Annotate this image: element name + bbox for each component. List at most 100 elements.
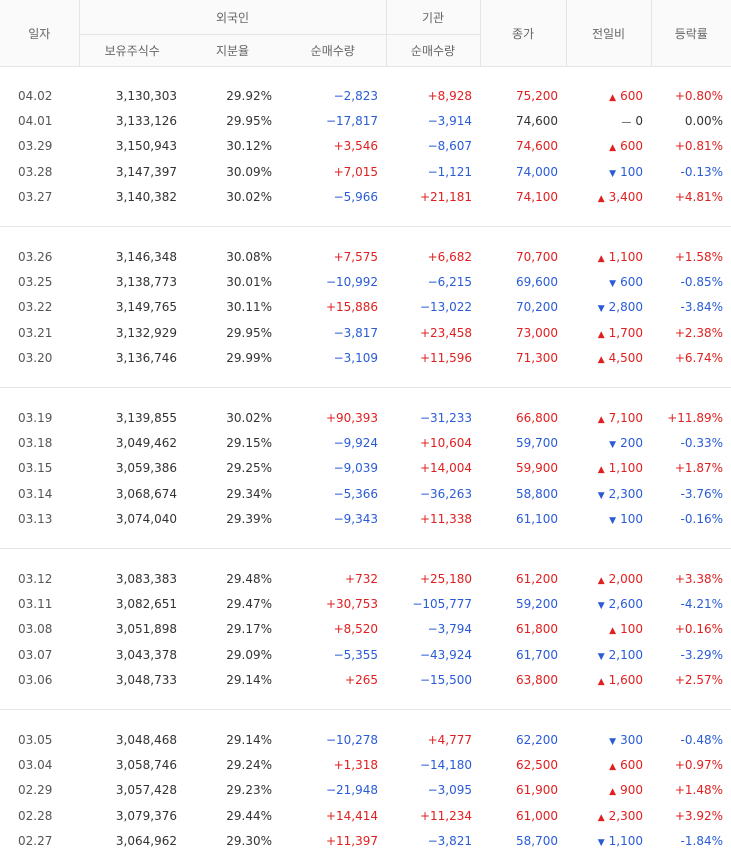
table-row: 03.04 3,058,746 29.24% +1,318 −14,180 62,500 ▲… <box>0 752 731 777</box>
up-arrow-icon: ▲ <box>609 787 617 798</box>
cell-rate: +0.16% <box>674 622 723 637</box>
cell-date: 02.27 <box>18 834 53 849</box>
cell-net-foreign: +15,886 <box>325 300 378 315</box>
table-body: 04.02 3,130,303 29.92% −2,823 +8,928 75,200 ▲ 6… <box>0 67 731 854</box>
cell-net-foreign: −5,966 <box>333 190 378 205</box>
cell-close: 63,800 <box>516 673 558 688</box>
cell-rate: +3.92% <box>674 808 723 823</box>
cell-holdings: 3,136,746 <box>115 351 177 366</box>
change-value: 1,600 <box>608 673 643 688</box>
cell-change: ▼ 2,800 <box>566 295 651 320</box>
group-divider <box>0 387 731 389</box>
cell-holdings: 3,147,397 <box>115 164 177 179</box>
cell-holdings: 3,043,378 <box>115 647 177 662</box>
cell-net-inst: −8,607 <box>427 139 472 154</box>
cell-rate: +0.97% <box>674 757 723 772</box>
cell-rate: +1.87% <box>674 461 723 476</box>
cell-holdings: 3,083,383 <box>115 571 177 586</box>
cell-change: ▼ 2,300 <box>566 481 651 506</box>
cell-net-foreign: +7,575 <box>333 249 378 264</box>
cell-date: 03.11 <box>18 596 53 611</box>
cell-net-inst: −15,500 <box>419 673 472 688</box>
cell-net-inst: +21,181 <box>419 190 472 205</box>
cell-close: 61,200 <box>516 571 558 586</box>
cell-holdings: 3,138,773 <box>115 275 177 290</box>
table-row: 02.29 3,057,428 29.23% −21,948 −3,095 61,900 ▲… <box>0 778 731 803</box>
cell-net-inst: +11,338 <box>419 512 472 527</box>
change-value: 600 <box>620 275 643 290</box>
cell-change: ▲ 4,500 <box>566 346 651 371</box>
cell-holdings: 3,082,651 <box>115 596 177 611</box>
cell-rate: 0.00% <box>684 114 723 129</box>
cell-net-inst: −3,095 <box>427 783 472 798</box>
cell-date: 02.29 <box>18 783 53 798</box>
cell-ratio: 29.99% <box>226 351 272 366</box>
cell-rate: +3.38% <box>674 571 723 586</box>
cell-change: ▲ 1,100 <box>566 244 651 269</box>
cell-close: 74,600 <box>516 139 558 154</box>
down-arrow-icon: ▼ <box>597 838 605 849</box>
cell-rate: +11.89% <box>667 410 723 425</box>
cell-ratio: 30.02% <box>226 410 272 425</box>
down-arrow-icon: ▼ <box>597 600 605 611</box>
cell-date: 03.04 <box>18 757 53 772</box>
cell-net-foreign: +90,393 <box>325 410 378 425</box>
up-arrow-icon: ▲ <box>609 761 617 772</box>
cell-holdings: 3,058,746 <box>115 757 177 772</box>
up-arrow-icon: ▲ <box>597 575 605 586</box>
cell-holdings: 3,048,733 <box>115 673 177 688</box>
cell-holdings: 3,059,386 <box>115 461 177 476</box>
cell-date: 03.27 <box>18 190 53 205</box>
cell-date: 03.28 <box>18 164 53 179</box>
cell-ratio: 29.24% <box>226 757 272 772</box>
header-close: 종가 <box>479 0 566 67</box>
cell-net-inst: +14,004 <box>419 461 472 476</box>
cell-holdings: 3,074,040 <box>115 512 177 527</box>
cell-date: 03.07 <box>18 647 53 662</box>
cell-close: 74,600 <box>516 114 558 129</box>
cell-holdings: 3,149,765 <box>115 300 177 315</box>
cell-rate: -3.76% <box>680 486 723 501</box>
table-row: 03.29 3,150,943 30.12% +3,546 −8,607 74,600 ▲ 6… <box>0 134 731 159</box>
cell-ratio: 30.01% <box>226 275 272 290</box>
cell-date: 04.02 <box>18 88 53 103</box>
cell-date: 03.12 <box>18 571 53 586</box>
change-value: 2,000 <box>608 571 643 586</box>
cell-close: 66,800 <box>516 410 558 425</box>
header-change: 전일비 <box>565 0 651 67</box>
change-value: 2,800 <box>608 300 643 315</box>
cell-change: ▼ 2,100 <box>566 642 651 667</box>
cell-rate: +6.74% <box>674 351 723 366</box>
up-arrow-icon: ▲ <box>597 355 605 366</box>
cell-holdings: 3,051,898 <box>115 622 177 637</box>
cell-ratio: 29.23% <box>226 783 272 798</box>
cell-change: ▼ 2,600 <box>566 591 651 616</box>
table-row: 03.25 3,138,773 30.01% −10,992 −6,215 69,600 ▼… <box>0 269 731 294</box>
down-arrow-icon: ▼ <box>609 736 617 747</box>
cell-date: 03.26 <box>18 249 53 264</box>
cell-ratio: 29.92% <box>226 88 272 103</box>
cell-net-foreign: −9,039 <box>333 461 378 476</box>
cell-change: ▼ 100 <box>566 159 651 184</box>
cell-net-foreign: −9,924 <box>333 435 378 450</box>
table-row: 03.06 3,048,733 29.14% +265 −15,500 63,800 ▲ 1,… <box>0 667 731 692</box>
change-value: 7,100 <box>608 410 643 425</box>
cell-rate: -4.21% <box>680 596 723 611</box>
cell-holdings: 3,064,962 <box>115 834 177 849</box>
cell-net-inst: +25,180 <box>419 571 472 586</box>
cell-net-inst: +23,458 <box>419 325 472 340</box>
cell-close: 62,200 <box>516 732 558 747</box>
cell-close: 71,300 <box>516 351 558 366</box>
group-divider <box>0 708 731 711</box>
cell-holdings: 3,068,674 <box>115 486 177 501</box>
cell-change: ▲ 1,100 <box>566 456 651 481</box>
down-arrow-icon: ▼ <box>597 304 605 315</box>
header-holdings: 보유주식수 <box>78 34 185 67</box>
cell-close: 58,700 <box>516 834 558 849</box>
cell-change: ▼ 300 <box>566 727 651 752</box>
cell-net-foreign: +732 <box>345 571 378 586</box>
cell-change: ▲ 1,600 <box>566 667 651 692</box>
cell-holdings: 3,140,382 <box>115 190 177 205</box>
cell-net-inst: −13,022 <box>419 300 472 315</box>
down-arrow-icon: ▼ <box>597 490 605 501</box>
